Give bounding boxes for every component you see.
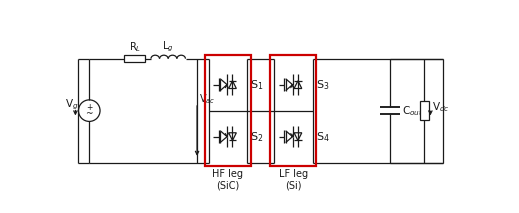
Text: L$_g$: L$_g$ xyxy=(162,40,174,54)
Text: S$_3$: S$_3$ xyxy=(316,78,329,92)
Text: ~: ~ xyxy=(86,109,93,118)
Text: V$_{ac}$: V$_{ac}$ xyxy=(199,92,216,106)
Text: LF leg
(Si): LF leg (Si) xyxy=(279,169,308,190)
Text: V$_{dc}$: V$_{dc}$ xyxy=(432,100,449,114)
Text: S$_4$: S$_4$ xyxy=(316,130,330,144)
Text: R$_L$: R$_L$ xyxy=(129,40,141,54)
Bar xyxy=(124,55,145,62)
Text: C$_{out}$: C$_{out}$ xyxy=(402,104,424,118)
Text: +: + xyxy=(86,103,92,112)
Text: V$_g$: V$_g$ xyxy=(65,97,78,112)
Text: S$_1$: S$_1$ xyxy=(250,78,264,92)
Text: HF leg
(SiC): HF leg (SiC) xyxy=(212,169,243,190)
Text: S$_2$: S$_2$ xyxy=(250,130,264,144)
Bar xyxy=(419,101,429,120)
